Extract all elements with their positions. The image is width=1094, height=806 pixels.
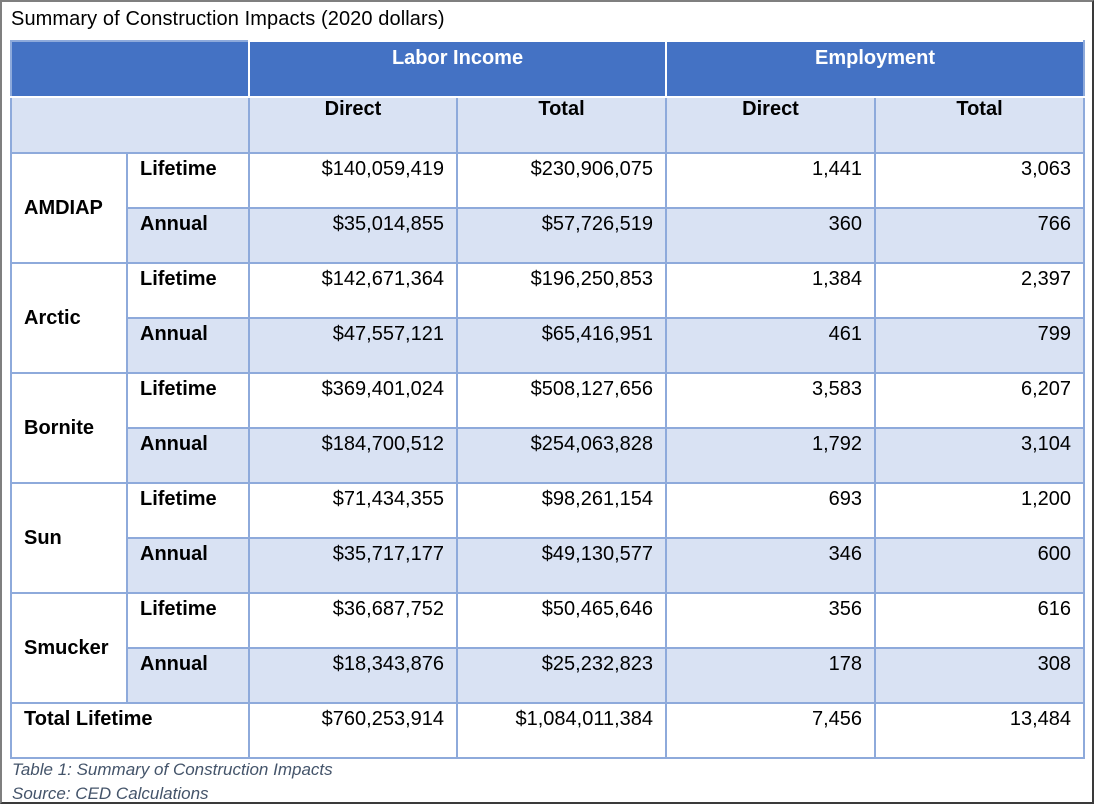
period-label: Lifetime — [126, 262, 250, 319]
total-row: Total Lifetime $760,253,914 $1,084,011,384… — [10, 702, 1086, 759]
total-labor-direct: $760,253,914 — [248, 702, 458, 759]
cell-employment-direct: 356 — [665, 592, 877, 649]
cell-labor-direct: $35,014,855 — [248, 207, 458, 264]
cell-employment-total: 799 — [874, 317, 1086, 374]
subheader-employment-total: Total — [874, 96, 1086, 154]
cell-labor-direct: $140,059,419 — [248, 152, 458, 209]
cell-employment-direct: 1,792 — [665, 427, 877, 484]
caption-source: Source: CED Calculations — [12, 784, 209, 803]
header-labor-income: Labor Income — [247, 40, 668, 98]
header-corner — [10, 40, 250, 98]
total-labor-total: $1,084,011,384 — [455, 702, 668, 759]
cell-labor-total: $508,127,656 — [455, 372, 668, 429]
cell-labor-direct: $369,401,024 — [248, 372, 458, 429]
header-row-subheaders: Direct Total Direct Total — [10, 96, 1086, 154]
cell-employment-total: 766 — [874, 207, 1086, 264]
cell-labor-direct: $142,671,364 — [248, 262, 458, 319]
cell-labor-direct: $184,700,512 — [248, 427, 458, 484]
period-label: Annual — [126, 647, 250, 704]
total-label: Total Lifetime — [10, 702, 250, 759]
period-label: Annual — [126, 207, 250, 264]
subheader-employment-direct: Direct — [665, 96, 877, 154]
table-title: Summary of Construction Impacts (2020 do… — [11, 8, 445, 30]
total-employment-total: 13,484 — [874, 702, 1086, 759]
table-row: Annual $184,700,512 $254,063,828 1,792 3,104 — [11, 427, 1086, 484]
cell-employment-total: 600 — [874, 537, 1086, 594]
cell-employment-total: 2,397 — [874, 262, 1086, 319]
subheader-corner — [10, 96, 250, 154]
project-name: Sun — [10, 482, 128, 594]
cell-labor-total: $230,906,075 — [455, 152, 668, 209]
project-name: Arctic — [10, 262, 128, 374]
cell-labor-direct: $47,557,121 — [248, 317, 458, 374]
table-caption: Table 1: Summary of Construction Impacts… — [12, 758, 333, 806]
cell-labor-total: $50,465,646 — [455, 592, 668, 649]
cell-employment-total: 1,200 — [874, 482, 1086, 539]
cell-employment-total: 616 — [874, 592, 1086, 649]
cell-employment-total: 308 — [874, 647, 1086, 704]
cell-employment-direct: 3,583 — [665, 372, 877, 429]
table-row: Annual $35,014,855 $57,726,519 360 766 — [11, 207, 1086, 264]
table-row: Annual $18,343,876 $25,232,823 178 308 — [11, 647, 1086, 704]
cell-labor-total: $49,130,577 — [455, 537, 668, 594]
cell-labor-total: $57,726,519 — [455, 207, 668, 264]
cell-employment-total: 3,104 — [874, 427, 1086, 484]
cell-labor-total: $98,261,154 — [455, 482, 668, 539]
period-label: Lifetime — [126, 152, 250, 209]
table-row: Annual $35,717,177 $49,130,577 346 600 — [11, 537, 1086, 594]
subheader-labor-direct: Direct — [248, 96, 458, 154]
cell-employment-total: 3,063 — [874, 152, 1086, 209]
table-row: Sun Lifetime $71,434,355 $98,261,154 693 1,20… — [10, 482, 1086, 594]
cell-labor-total: $196,250,853 — [455, 262, 668, 319]
cell-labor-total: $25,232,823 — [455, 647, 668, 704]
period-label: Annual — [126, 427, 250, 484]
project-name: Bornite — [10, 372, 128, 484]
header-employment: Employment — [665, 40, 1086, 98]
cell-employment-direct: 178 — [665, 647, 877, 704]
cell-labor-direct: $35,717,177 — [248, 537, 458, 594]
period-label: Lifetime — [126, 372, 250, 429]
table-row: Smucker Lifetime $36,687,752 $50,465,646 356… — [10, 592, 1086, 704]
project-name: AMDIAP — [10, 152, 128, 264]
cell-labor-direct: $36,687,752 — [248, 592, 458, 649]
cell-employment-total: 6,207 — [874, 372, 1086, 429]
cell-employment-direct: 1,384 — [665, 262, 877, 319]
cell-labor-total: $65,416,951 — [455, 317, 668, 374]
cell-labor-total: $254,063,828 — [455, 427, 668, 484]
period-label: Lifetime — [126, 482, 250, 539]
cell-employment-direct: 1,441 — [665, 152, 877, 209]
period-label: Lifetime — [126, 592, 250, 649]
total-employment-direct: 7,456 — [665, 702, 877, 759]
cell-labor-direct: $71,434,355 — [248, 482, 458, 539]
project-name: Smucker — [10, 592, 128, 704]
cell-employment-direct: 346 — [665, 537, 877, 594]
header-row-groups: Labor Income Employment — [10, 40, 1086, 98]
table-row: Annual $47,557,121 $65,416,951 461 799 — [11, 317, 1086, 374]
cell-employment-direct: 461 — [665, 317, 877, 374]
cell-labor-direct: $18,343,876 — [248, 647, 458, 704]
construction-impacts-table: Labor Income Employment Direct Total Dir… — [10, 40, 1086, 759]
period-label: Annual — [126, 317, 250, 374]
table-row: Bornite Lifetime $369,401,024 $508,127,656 3… — [10, 372, 1086, 484]
period-label: Annual — [126, 537, 250, 594]
table-row: AMDIAP Lifetime $140,059,419 $230,906,075 1,… — [10, 152, 1086, 264]
caption-title: Table 1: Summary of Construction Impacts — [12, 760, 333, 779]
cell-employment-direct: 693 — [665, 482, 877, 539]
subheader-labor-total: Total — [455, 96, 668, 154]
cell-employment-direct: 360 — [665, 207, 877, 264]
table-row: Arctic Lifetime $142,671,364 $196,250,853 1,… — [10, 262, 1086, 374]
